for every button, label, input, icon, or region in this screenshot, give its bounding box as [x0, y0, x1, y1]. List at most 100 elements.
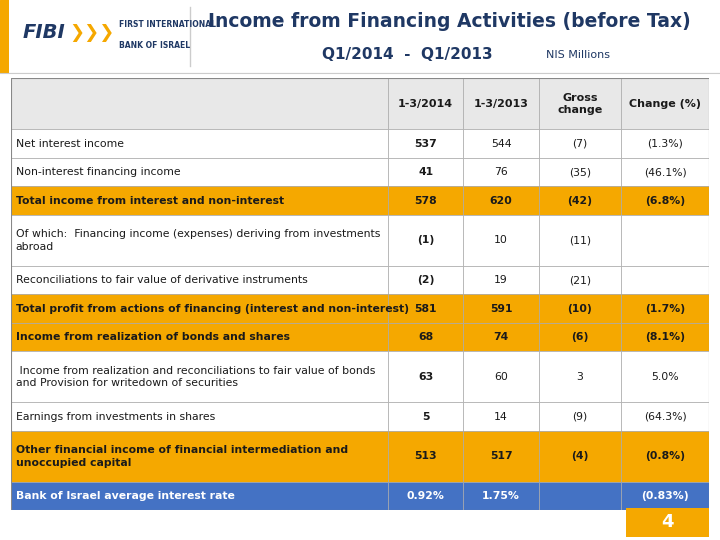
Bar [11, 402, 388, 431]
Bar [11, 186, 388, 215]
Bar [621, 158, 709, 186]
Bar [539, 130, 621, 158]
Bar [464, 266, 539, 294]
Text: 74: 74 [493, 332, 509, 342]
Bar [539, 215, 621, 266]
Bar [539, 266, 621, 294]
Bar [388, 158, 464, 186]
Bar [539, 402, 621, 431]
Text: (64.3%): (64.3%) [644, 411, 687, 422]
Bar [464, 215, 539, 266]
Bar [621, 431, 709, 482]
Bar [464, 431, 539, 482]
Text: 620: 620 [490, 195, 513, 206]
Text: (4): (4) [571, 451, 589, 461]
Text: 544: 544 [491, 139, 511, 148]
Text: Income from realization of bonds and shares: Income from realization of bonds and sha… [16, 332, 289, 342]
Text: 578: 578 [414, 195, 437, 206]
Text: 0.92%: 0.92% [407, 491, 444, 501]
Text: (9): (9) [572, 411, 588, 422]
Bar [464, 294, 539, 323]
Bar [388, 294, 464, 323]
Text: (10): (10) [567, 303, 593, 314]
Text: Change (%): Change (%) [629, 99, 701, 109]
Text: (0.83%): (0.83%) [642, 491, 689, 501]
Bar [464, 351, 539, 402]
Bar [621, 402, 709, 431]
Bar [621, 482, 709, 510]
Text: 4: 4 [662, 514, 674, 531]
Text: (8.1%): (8.1%) [645, 332, 685, 342]
Bar [11, 78, 388, 130]
Text: Reconciliations to fair value of derivative instruments: Reconciliations to fair value of derivat… [16, 275, 307, 285]
Bar [11, 323, 388, 351]
Bar [388, 323, 464, 351]
Bar [464, 78, 539, 130]
Bar [388, 266, 464, 294]
Text: Total income from interest and non-interest: Total income from interest and non-inter… [16, 195, 284, 206]
Text: ❯❯❯: ❯❯❯ [69, 24, 114, 42]
Text: (6.8%): (6.8%) [645, 195, 685, 206]
Bar [464, 158, 539, 186]
Text: 581: 581 [415, 303, 437, 314]
Text: 76: 76 [494, 167, 508, 177]
Bar [11, 351, 388, 402]
Text: 14: 14 [494, 411, 508, 422]
Bar [621, 323, 709, 351]
Bar [11, 215, 388, 266]
Text: 60: 60 [494, 372, 508, 382]
Text: (11): (11) [569, 235, 591, 245]
Bar [464, 482, 539, 510]
Bar [464, 130, 539, 158]
Bar [539, 78, 621, 130]
Text: Total profit from actions of financing (interest and non-interest): Total profit from actions of financing (… [16, 303, 409, 314]
Text: 5: 5 [422, 411, 429, 422]
Bar [11, 431, 388, 482]
Text: Of which:  Financing income (expenses) deriving from investments
abroad: Of which: Financing income (expenses) de… [16, 229, 380, 252]
Text: FIRST INTERNATIONAL: FIRST INTERNATIONAL [119, 19, 216, 29]
Bar [621, 266, 709, 294]
Text: (1): (1) [417, 235, 434, 245]
Text: 68: 68 [418, 332, 433, 342]
Text: (1.3%): (1.3%) [647, 139, 683, 148]
Bar [464, 186, 539, 215]
Bar [11, 158, 388, 186]
Text: 1.75%: 1.75% [482, 491, 520, 501]
Text: Bank of Israel average interest rate: Bank of Israel average interest rate [16, 491, 235, 501]
Text: Q1/2014  -  Q1/2013: Q1/2014 - Q1/2013 [322, 47, 492, 62]
Text: Income from realization and reconciliations to fair value of bonds
and Provision: Income from realization and reconciliati… [16, 366, 375, 388]
Text: (35): (35) [569, 167, 591, 177]
Bar [11, 294, 388, 323]
Bar [388, 351, 464, 402]
Text: Non-interest financing income: Non-interest financing income [16, 167, 180, 177]
Text: 591: 591 [490, 303, 513, 314]
Text: 41: 41 [418, 167, 433, 177]
Text: (21): (21) [569, 275, 591, 285]
Text: 1-3/2013: 1-3/2013 [474, 99, 528, 109]
Bar [621, 130, 709, 158]
Text: 517: 517 [490, 451, 513, 461]
Text: (1.7%): (1.7%) [645, 303, 685, 314]
Bar [11, 130, 388, 158]
Bar [621, 294, 709, 323]
Bar [388, 402, 464, 431]
Bar [388, 482, 464, 510]
Text: 63: 63 [418, 372, 433, 382]
Bar [539, 294, 621, 323]
Text: (2): (2) [417, 275, 434, 285]
Text: (46.1%): (46.1%) [644, 167, 687, 177]
Text: BANK OF ISRAEL: BANK OF ISRAEL [119, 40, 190, 50]
Text: 537: 537 [414, 139, 437, 148]
Bar [388, 215, 464, 266]
Bar [621, 78, 709, 130]
Text: 1-3/2014: 1-3/2014 [398, 99, 453, 109]
Text: Gross
change: Gross change [557, 93, 603, 114]
Text: 5.0%: 5.0% [652, 372, 679, 382]
Bar [539, 431, 621, 482]
Bar [539, 158, 621, 186]
Bar [539, 186, 621, 215]
Text: FIBI: FIBI [23, 23, 66, 42]
Text: 19: 19 [494, 275, 508, 285]
Bar [11, 482, 388, 510]
Text: (7): (7) [572, 139, 588, 148]
